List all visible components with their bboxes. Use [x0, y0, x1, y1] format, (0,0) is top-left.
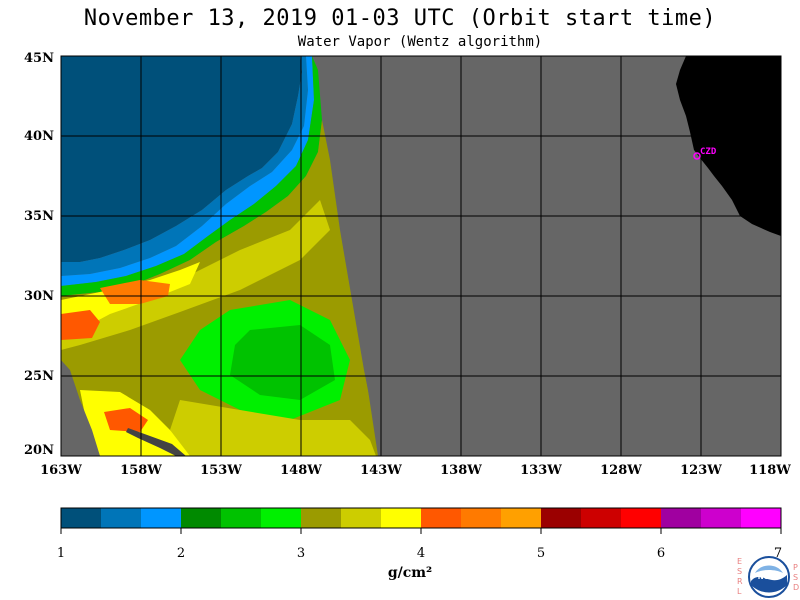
lon-label-158w: 158W — [120, 463, 162, 478]
colorbar-tick-2: 2 — [176, 546, 186, 561]
lon-label-138w: 138W — [440, 463, 482, 478]
colorbar-tick-3: 3 — [296, 546, 306, 561]
lon-label-148w: 148W — [280, 463, 322, 478]
colorbar-swatch — [61, 508, 102, 528]
logo-letter: D — [793, 583, 800, 592]
swath-region-yellow-green — [61, 200, 330, 350]
page-subtitle: Water Vapor (Wentz algorithm) — [297, 34, 543, 50]
lat-label-20n: 20N — [24, 443, 54, 458]
lon-label-163w: 163W — [40, 463, 82, 478]
logo-letter: L — [737, 587, 742, 596]
colorbar-swatch — [741, 508, 782, 528]
colorbar-swatch — [141, 508, 182, 528]
colorbar-swatch — [501, 508, 542, 528]
swath-region-red-orange-south — [104, 408, 148, 432]
station-label-czd: CZD — [700, 147, 717, 157]
colorbar-swatch — [661, 508, 702, 528]
colorbar-swatch — [341, 508, 382, 528]
colorbar-swatch — [581, 508, 622, 528]
swath-band-blue — [61, 56, 308, 276]
logo-letter: R — [737, 577, 743, 586]
colorbar-swatch — [181, 508, 222, 528]
colorbar-swatch — [101, 508, 142, 528]
lat-label-35n: 35N — [24, 209, 54, 224]
lon-label-133w: 133W — [520, 463, 562, 478]
colorbar-tick-1: 1 — [56, 546, 66, 561]
noaa-emblem-icon: NOAA — [748, 556, 790, 598]
no-data-wedge-east — [322, 56, 781, 456]
noaa-logo: E S R L P S D NOAA — [737, 555, 800, 600]
lon-label-118w: 118W — [749, 463, 791, 478]
page-title: November 13, 2019 01-03 UTC (Orbit start… — [83, 6, 717, 31]
colorbar-tick-marks — [60, 528, 782, 534]
colorbar-tick-6: 6 — [656, 546, 666, 561]
lon-label-153w: 153W — [200, 463, 242, 478]
lon-label-143w: 143W — [360, 463, 402, 478]
station-marker — [693, 152, 701, 160]
logo-text: NOAA — [758, 573, 781, 581]
no-data-wedge-west — [61, 360, 100, 456]
colorbar-tick-7: 7 — [773, 546, 783, 561]
colorbar-swatch — [301, 508, 342, 528]
colorbar-swatch — [221, 508, 262, 528]
colorbar-swatch — [701, 508, 742, 528]
swath-region-red-orange — [61, 310, 100, 340]
lon-label-128w: 128W — [600, 463, 642, 478]
colorbar-swatch — [261, 508, 302, 528]
swath-region-orange — [100, 280, 170, 304]
logo-letter: S — [737, 567, 743, 576]
colorbar — [61, 508, 782, 528]
graticule — [61, 56, 781, 456]
lat-label-25n: 25N — [24, 369, 54, 384]
colorbar-units: g/cm² — [387, 565, 433, 581]
map-frame — [60, 55, 782, 457]
lon-label-123w: 123W — [680, 463, 722, 478]
colorbar-swatch — [461, 508, 502, 528]
logo-letter: P — [793, 563, 798, 572]
colorbar-swatch — [541, 508, 582, 528]
lat-label-40n: 40N — [24, 129, 54, 144]
logo-letter: E — [737, 557, 743, 566]
swath-band-light-blue — [61, 56, 314, 286]
colorbar-tick-4: 4 — [416, 546, 426, 561]
colorbar-tick-5: 5 — [536, 546, 546, 561]
lat-label-45n: 45N — [24, 51, 54, 66]
logo-letter: S — [793, 573, 799, 582]
colorbar-swatch — [421, 508, 462, 528]
colorbar-swatch — [381, 508, 422, 528]
colorbar-swatch — [621, 508, 662, 528]
lat-label-30n: 30N — [24, 289, 54, 304]
land-mass — [676, 56, 781, 236]
swath-region-green — [230, 325, 335, 400]
swath-band-dark-blue — [61, 56, 302, 262]
